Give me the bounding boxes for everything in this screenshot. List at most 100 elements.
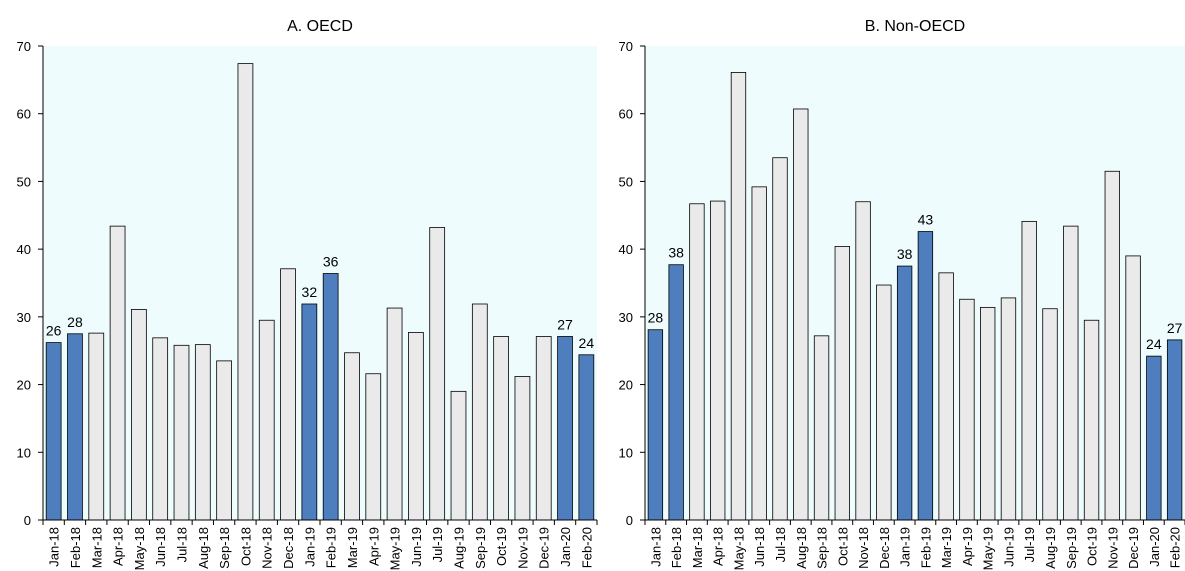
- panel-2-x-label-nov-18: Nov-18: [856, 527, 871, 569]
- panel-2-title: B. Non-OECD: [865, 18, 965, 35]
- panel-1-bar-oct-18: [237, 63, 254, 521]
- panel-2-bar-apr-18: [710, 200, 726, 521]
- panel-2-x-label-apr-18: Apr-18: [711, 527, 726, 566]
- panel-2-bar-may-19: [980, 306, 996, 521]
- panel-2-data-label-feb-19: 43: [918, 212, 934, 228]
- panel-1-bar-nov-18: [258, 319, 275, 521]
- panel-1-y-tick-label-1: 10: [17, 445, 31, 460]
- panel-2-x-label-nov-19: Nov-19: [1105, 527, 1120, 569]
- panel-1-x-label-mar-18: Mar-18: [89, 527, 104, 568]
- panel-1-bar-may-18: [131, 309, 147, 521]
- panel-2-x-label-mar-19: Mar-19: [939, 527, 954, 568]
- panel-1-bar-sep-18: [216, 360, 232, 521]
- panel-2-x-label-jan-19: Jan-19: [898, 527, 913, 567]
- panel-1-x-label-jan-19: Jan-19: [302, 527, 317, 567]
- panel-2-x-label-feb-20: Feb-20: [1168, 527, 1183, 568]
- panel-2-x-label-dec-18: Dec-18: [877, 527, 892, 569]
- panel-1-y-tick-label-4: 40: [17, 242, 31, 257]
- panel-2-bar-sep-19: [1063, 225, 1079, 521]
- panel-2-data-label-jan-18: 28: [648, 310, 664, 326]
- panel-1-y-tick-label-6: 60: [17, 107, 31, 122]
- panel-1-y-tick-label-3: 30: [17, 310, 31, 325]
- panel-2-bar-dec-19: [1125, 255, 1141, 521]
- panel-1-x-label-feb-18: Feb-18: [68, 527, 83, 568]
- panel-1-bar-may-19: [386, 307, 403, 521]
- panel-2-data-label-jan-20: 24: [1146, 336, 1162, 352]
- panel-2-bar-jun-18: [751, 186, 767, 521]
- panel-2-bar-jan-18: [647, 329, 664, 521]
- panel-2-bar-nov-18: [855, 201, 871, 521]
- panel-2-plot-background: [645, 46, 1185, 520]
- panel-1-x-label-jan-18: Jan-18: [47, 527, 62, 567]
- panel-1-x-label-feb-19: Feb-19: [324, 527, 339, 568]
- panel-2-x-label-aug-18: Aug-18: [794, 527, 809, 569]
- panel-1-x-label-mar-19: Mar-19: [345, 527, 360, 568]
- panel-2-x-label-aug-19: Aug-19: [1043, 527, 1058, 569]
- panel-1-x-label-dec-18: Dec-18: [281, 527, 296, 569]
- panel-1-bar-mar-18: [88, 332, 105, 521]
- panel-2-y-tick-label-2: 20: [619, 378, 633, 393]
- panel-1-x-label-oct-19: Oct-19: [494, 527, 509, 566]
- panel-1-bar-jun-19: [408, 332, 424, 521]
- panel-1-x-label-feb-20: Feb-20: [579, 527, 594, 568]
- panel-1-x-label-jul-18: Jul-18: [175, 527, 190, 562]
- panel-2-x-label-oct-19: Oct-19: [1085, 527, 1100, 566]
- panel-2-x-label-jun-19: Jun-19: [1001, 527, 1016, 567]
- panel-2-x-label-may-18: May-18: [731, 527, 746, 570]
- panel-2-bar-jan-19: [896, 265, 913, 521]
- panel-2-y-tick-label-7: 70: [619, 39, 633, 54]
- panel-1-y-tick-label-7: 70: [17, 39, 31, 54]
- panel-2-bar-sep-18: [813, 335, 830, 521]
- panel-1-bar-aug-19: [450, 390, 467, 521]
- panel-1-bar-apr-18: [109, 225, 126, 521]
- panel-1-bar-feb-19: [322, 273, 339, 521]
- panel-2-data-label-feb-20: 27: [1167, 320, 1183, 336]
- panel-2-data-label-jan-19: 38: [897, 246, 913, 262]
- panel-1-y-tick-label-0: 0: [24, 513, 31, 528]
- panel-2-x-label-jun-18: Jun-18: [752, 527, 767, 567]
- panel-1-data-label-jan-19: 32: [302, 284, 318, 300]
- panel-1-bar-aug-18: [194, 344, 211, 521]
- panel-2-bar-jun-19: [1000, 297, 1017, 521]
- panel-1-bar-oct-19: [493, 336, 509, 521]
- panel-1-bar-jan-19: [301, 303, 318, 521]
- panel-2-bar-oct-19: [1083, 319, 1100, 521]
- panel-1-bar-jan-18: [45, 342, 62, 521]
- panel-1-bar-dec-19: [535, 336, 552, 521]
- panel-2-y-tick-label-0: 0: [626, 513, 633, 528]
- panel-2-y-tick-label-5: 50: [619, 174, 633, 189]
- panel-2-y-tick-label-6: 60: [619, 107, 633, 122]
- panel-1-x-label-jun-18: Jun-18: [153, 527, 168, 567]
- panel-1-bar-jul-19: [429, 227, 446, 521]
- panel-2-bar-jan-20: [1146, 355, 1162, 521]
- panel-2-y-tick-label-4: 40: [619, 242, 633, 257]
- panel-1-bar-feb-20: [578, 354, 595, 521]
- panel-2-bar-jul-19: [1021, 220, 1037, 521]
- panel-1-bar-jun-18: [152, 337, 169, 521]
- panel-1-bar-nov-19: [514, 376, 531, 521]
- panel-2-data-label-feb-18: 38: [668, 245, 684, 261]
- panel-1-x-label-oct-18: Oct-18: [238, 527, 253, 566]
- panel-2-bar-aug-18: [793, 108, 809, 521]
- panel-2-bar-may-18: [730, 72, 747, 521]
- panel-2-x-label-apr-19: Apr-19: [960, 527, 975, 566]
- panel-1-x-label-sep-19: Sep-19: [473, 527, 488, 569]
- panel-1-x-label-jun-19: Jun-19: [409, 527, 424, 567]
- panel-2-x-label-feb-18: Feb-18: [669, 527, 684, 568]
- panel-1-x-label-apr-19: Apr-19: [366, 527, 381, 566]
- panel-2-bar-jul-18: [772, 157, 788, 521]
- panel-1-bar-apr-19: [365, 373, 382, 521]
- panel-2-x-label-dec-19: Dec-19: [1126, 527, 1141, 569]
- panel-2-bar-feb-19: [917, 231, 934, 521]
- panel-1-bar-dec-18: [280, 268, 296, 521]
- panel-1-x-label-nov-18: Nov-18: [260, 527, 275, 569]
- panel-2-x-label-jul-18: Jul-18: [773, 527, 788, 562]
- panel-1-x-label-jan-20: Jan-20: [558, 527, 573, 567]
- panel-1-title: A. OECD: [287, 18, 353, 35]
- panel-2-x-label-jan-18: Jan-18: [648, 527, 663, 567]
- panel-2-x-label-may-19: May-19: [981, 527, 996, 570]
- panel-1-x-label-may-19: May-19: [388, 527, 403, 570]
- panel-2-x-label-oct-18: Oct-18: [835, 527, 850, 566]
